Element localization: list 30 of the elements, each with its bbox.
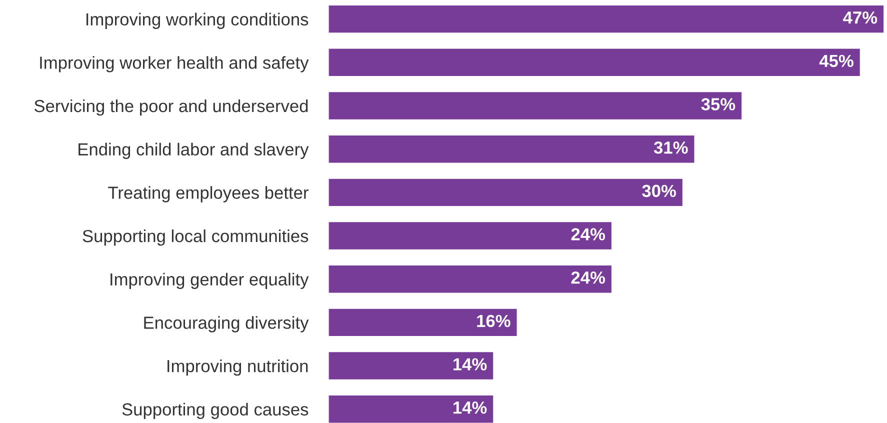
bar [328, 90, 743, 121]
bar [328, 350, 495, 381]
bar [328, 134, 696, 164]
data-label: 30% [642, 184, 676, 198]
y-tick-label: Treating employees better [108, 186, 308, 202]
bar [328, 264, 613, 294]
y-tick-label: Encouraging diversity [144, 316, 309, 332]
data-label: 24% [571, 228, 605, 240]
data-label: 35% [701, 98, 736, 110]
data-label: 14% [453, 358, 487, 370]
y-tick-label: Servicing the poor and underserved [34, 99, 308, 116]
y-tick-label: Ending child labor and slavery [78, 142, 309, 159]
bar [328, 394, 495, 423]
data-label: 14% [453, 402, 487, 414]
bar [328, 4, 885, 34]
bar [328, 307, 518, 338]
bar [328, 47, 862, 78]
bar [328, 220, 613, 251]
y-tick-label: Improving worker health and safety [40, 56, 309, 72]
y-tick-label: Improving nutrition [168, 360, 308, 376]
y-tick-label: Improving gender equality [110, 272, 309, 290]
y-tick-label: Supporting local communities [82, 229, 308, 246]
data-label: 31% [654, 141, 688, 154]
data-label: 45% [819, 54, 854, 68]
data-label: 24% [571, 271, 605, 284]
y-tick-label: Supporting good causes [122, 402, 308, 420]
data-label: 16% [477, 314, 510, 328]
bar [328, 177, 684, 208]
data-label: 47% [843, 11, 878, 24]
y-tick-label: Improving working conditions [86, 12, 308, 29]
